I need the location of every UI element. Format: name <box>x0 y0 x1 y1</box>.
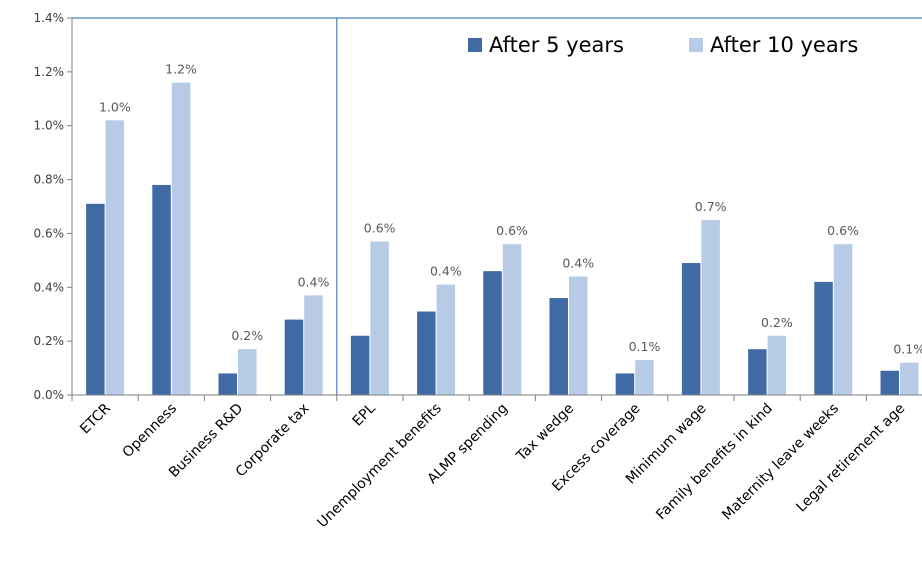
bar-after-10-years <box>833 244 853 395</box>
bar-after-10-years <box>105 120 125 395</box>
bar-after-5-years <box>748 349 767 395</box>
legend-swatch-after-10-years <box>689 38 703 52</box>
bar-after-5-years <box>681 263 701 395</box>
bar-after-5-years <box>417 311 436 395</box>
data-labels-group: 1.0% 1.2% 0.2% 0.4% 0.6% 0.4% 0.6% 0.4% 0.1% 0.7%… <box>99 62 922 357</box>
bar-after-5-years <box>549 298 568 395</box>
bar-after-5-years <box>284 319 304 395</box>
y-tick-label: 0.0% <box>34 388 65 402</box>
bar-after-10-years <box>436 284 456 395</box>
bar-after-10-years <box>900 362 919 395</box>
legend: After 5 years After 10 years <box>468 33 858 57</box>
data-label: 0.6% <box>827 223 859 238</box>
data-label: 0.2% <box>761 315 793 330</box>
bar-after-5-years <box>880 370 899 395</box>
bar-after-5-years <box>350 335 370 395</box>
x-category-label: Unemployment benefits <box>314 401 445 532</box>
bar-after-10-years <box>171 82 191 395</box>
data-label: 0.4% <box>430 264 462 279</box>
bar-after-5-years <box>152 184 171 395</box>
bar-after-10-years <box>635 359 654 395</box>
bar-after-5-years <box>218 373 237 395</box>
y-tick-label: 0.4% <box>34 280 65 294</box>
bar-after-10-years <box>701 219 720 395</box>
data-label: 1.2% <box>165 62 197 77</box>
bar-after-10-years <box>767 335 787 395</box>
x-category-label: ETCR <box>77 400 114 437</box>
bar-after-5-years <box>615 373 635 395</box>
chart-frame <box>71 17 922 395</box>
y-tick-label: 1.0% <box>34 119 65 133</box>
data-label: 1.0% <box>99 99 131 114</box>
x-category-label: Tax wedge <box>513 401 577 465</box>
legend-label-after-5-years: After 5 years <box>489 33 624 57</box>
data-label: 0.2% <box>231 328 263 343</box>
x-category-label: EPL <box>350 400 379 429</box>
bars-group <box>86 82 919 395</box>
data-label: 0.1% <box>629 339 661 354</box>
data-label: 0.4% <box>562 256 594 271</box>
y-tick-label: 1.4% <box>34 11 65 25</box>
y-tick-label: 0.6% <box>34 226 65 240</box>
data-label: 0.1% <box>893 342 922 357</box>
data-label: 0.6% <box>496 223 528 238</box>
legend-swatch-after-5-years <box>468 38 482 52</box>
x-category-label: Openness <box>120 401 180 461</box>
y-tick-label: 0.2% <box>34 334 65 348</box>
bar-after-10-years <box>569 276 588 395</box>
data-label: 0.6% <box>364 221 396 236</box>
y-axis: 0.0% 0.2% 0.4% 0.6% 0.8% 1.0% 1.2% 1.4% <box>34 11 72 402</box>
bar-after-5-years <box>483 271 502 395</box>
y-tick-label: 1.2% <box>34 65 65 79</box>
bar-after-5-years <box>814 281 833 395</box>
legend-label-after-10-years: After 10 years <box>710 33 858 57</box>
bar-after-5-years <box>86 203 105 395</box>
bar-after-10-years <box>502 244 522 395</box>
x-category-label: Legal retirement age <box>793 401 908 516</box>
x-category-label: Family benefits in kind <box>653 401 776 524</box>
bar-after-10-years <box>370 241 389 395</box>
bar-after-10-years <box>238 349 257 395</box>
y-tick-label: 0.8% <box>34 173 65 187</box>
bar-after-10-years <box>304 295 323 395</box>
data-label: 0.7% <box>695 199 727 214</box>
data-label: 0.4% <box>298 274 330 289</box>
x-category-label: Maternity leave weeks <box>719 401 842 524</box>
